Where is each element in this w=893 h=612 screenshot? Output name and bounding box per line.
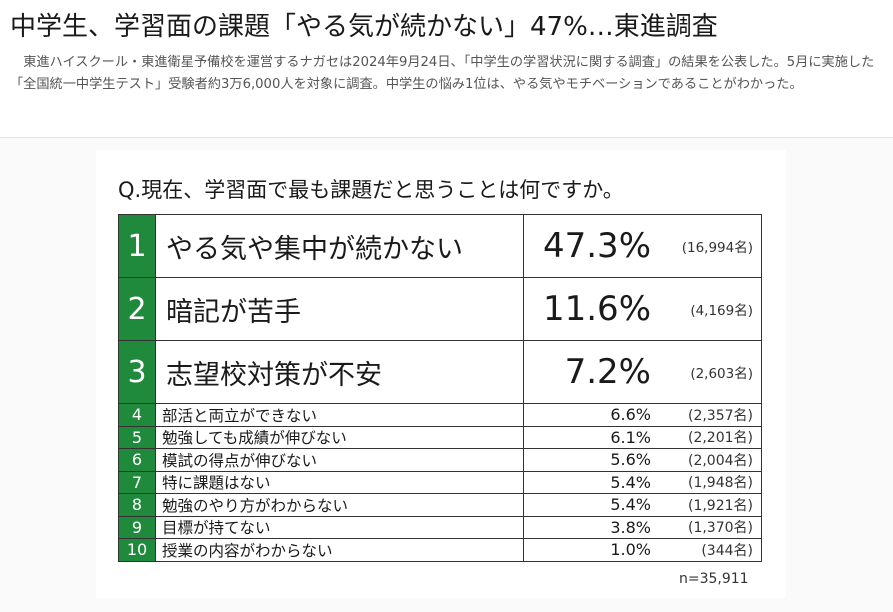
value-cell: 5.4% (1,948名) xyxy=(524,472,761,494)
table-row: 6 模試の得点が伸びない 5.6% (2,004名) xyxy=(119,448,761,471)
count-value: (1,921名) xyxy=(687,497,753,514)
percent-value: 3.8% xyxy=(610,517,651,537)
value-cell: 5.4% (1,921名) xyxy=(524,494,761,516)
item-label: 志望校対策が不安 xyxy=(156,341,524,403)
count-value: (1,948名) xyxy=(687,475,753,492)
value-cell: 5.6% (2,004名) xyxy=(524,449,761,471)
item-label: 模試の得点が伸びない xyxy=(156,449,524,471)
rank-cell: 4 xyxy=(119,404,156,426)
table-row: 5 勉強しても成績が伸びない 6.1% (2,201名) xyxy=(119,425,761,449)
value-cell: 11.6% (4,169名) xyxy=(524,278,761,340)
item-label: 授業の内容がわからない xyxy=(156,539,524,561)
table-row: 8 勉強のやり方がわからない 5.4% (1,921名) xyxy=(119,493,761,516)
rank-cell: 1 xyxy=(119,215,156,277)
value-cell: 7.2% (2,603名) xyxy=(524,341,761,403)
percent-value: 5.4% xyxy=(610,495,651,515)
percent-value: 11.6% xyxy=(542,289,651,329)
count-value: (2,357名) xyxy=(687,407,753,424)
survey-figure xyxy=(96,150,786,598)
rank-cell: 3 xyxy=(119,341,156,403)
count-value: (344名) xyxy=(701,542,753,559)
percent-value: 7.2% xyxy=(564,352,651,392)
table-row: 2 暗記が苦手 11.6% (4,169名) xyxy=(119,277,761,340)
rank-cell: 10 xyxy=(119,539,156,561)
rank-cell: 7 xyxy=(119,471,156,493)
item-label: 勉強のやり方がわからない xyxy=(156,494,524,516)
item-label: やる気や集中が続かない xyxy=(156,215,524,277)
count-value: (2,004名) xyxy=(687,452,753,469)
item-label: 勉強しても成績が伸びない xyxy=(156,426,524,448)
value-cell: 47.3% (16,994名) xyxy=(524,215,761,277)
rank-cell: 9 xyxy=(119,516,156,538)
table-row: 7 特に課題はない 5.4% (1,948名) xyxy=(119,470,761,494)
value-cell: 1.0% (344名) xyxy=(524,539,761,561)
rank-cell: 2 xyxy=(119,278,156,340)
table-row: 10 授業の内容がわからない 1.0% (344名) xyxy=(119,538,761,561)
percent-value: 6.1% xyxy=(610,427,651,447)
article-headline: 中学生、学習面の課題「やる気が続かない」47%…東進調査 xyxy=(10,12,718,42)
item-label: 暗記が苦手 xyxy=(156,278,524,340)
table-row: 3 志望校対策が不安 7.2% (2,603名) xyxy=(119,340,761,403)
rank-cell: 5 xyxy=(119,426,156,448)
count-value: (1,370名) xyxy=(687,520,753,537)
count-value: (2,603名) xyxy=(690,366,753,382)
count-value: (16,994名) xyxy=(681,240,753,256)
table-row: 1 やる気や集中が続かない 47.3% (16,994名) xyxy=(119,215,761,277)
article-lead: 東進ハイスクール・東進衛星予備校を運営するナガセは2024年9月24日、「中学生… xyxy=(10,55,875,92)
percent-value: 1.0% xyxy=(610,540,651,560)
survey-table: 1 やる気や集中が続かない 47.3% (16,994名) 2 暗記が苦手 11.6% (4,… xyxy=(118,214,762,562)
count-value: (4,169名) xyxy=(690,303,753,319)
item-label: 特に課題はない xyxy=(156,471,524,493)
item-label: 目標が持てない xyxy=(156,516,524,538)
value-cell: 3.8% (1,370名) xyxy=(524,517,761,539)
survey-question: Q.現在、学習面で最も課題だと思うことは何ですか。 xyxy=(118,178,624,202)
sample-size: n=35,911 xyxy=(679,571,749,587)
value-cell: 6.1% (2,201名) xyxy=(524,427,761,449)
divider xyxy=(0,137,893,138)
value-cell: 6.6% (2,357名) xyxy=(524,404,761,426)
count-value: (2,201名) xyxy=(687,430,753,447)
percent-value: 47.3% xyxy=(542,226,651,266)
table-row: 9 目標が持てない 3.8% (1,370名) xyxy=(119,515,761,539)
table-row: 4 部活と両立ができない 6.6% (2,357名) xyxy=(119,403,761,426)
percent-value: 5.6% xyxy=(610,450,651,470)
item-label: 部活と両立ができない xyxy=(156,404,524,426)
rank-cell: 6 xyxy=(119,449,156,471)
percent-value: 6.6% xyxy=(610,405,651,425)
percent-value: 5.4% xyxy=(610,472,651,492)
rank-cell: 8 xyxy=(119,494,156,516)
